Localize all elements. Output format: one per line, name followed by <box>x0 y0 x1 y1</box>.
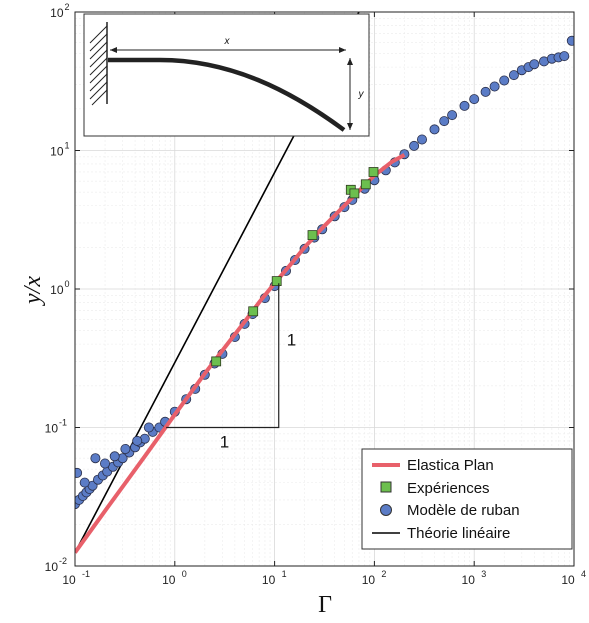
y-tick-label: 10 <box>50 6 64 20</box>
x-tick-label: 10 <box>462 573 476 587</box>
experiment-point <box>360 179 371 190</box>
x-tick-exponent: 3 <box>481 569 486 579</box>
experiment-point <box>349 188 360 199</box>
x-tick-exponent: 4 <box>581 569 586 579</box>
plot-area <box>75 12 574 554</box>
y-tick-label: 10 <box>50 283 64 297</box>
series-line-0 <box>75 153 406 554</box>
ribbon-model-point <box>416 134 427 145</box>
axis-ticks: 10 -1 10 0 10 1 10 2 10 3 10 410 -210 -110 010 110 2 <box>45 2 586 587</box>
y-tick-exponent: -2 <box>59 556 67 566</box>
ribbon-model-point <box>469 94 480 105</box>
slope-label-horizontal: 1 <box>220 433 229 452</box>
y-tick-label: 10 <box>45 422 59 436</box>
x-tick-exponent: 1 <box>282 569 287 579</box>
experiment-point <box>307 230 318 241</box>
y-tick-exponent: 1 <box>65 141 70 151</box>
experiment-point <box>248 306 259 317</box>
experiment-point <box>368 167 379 177</box>
x-tick-exponent: 2 <box>381 569 386 579</box>
legend: Elastica Plan Expériences Modèle de ruba… <box>361 448 573 550</box>
ribbon-model-point <box>447 110 458 121</box>
ribbon-model-point <box>120 443 131 454</box>
legend-label-ruban: Modèle de ruban <box>407 502 520 519</box>
inset-diagram: x y <box>83 13 370 137</box>
beam-curve <box>108 57 346 132</box>
ribbon-model-point <box>79 477 90 488</box>
ribbon-model-point <box>508 70 519 81</box>
legend-label-experiences: Expériences <box>407 480 490 497</box>
ribbon-model-point <box>143 422 154 433</box>
x-tick-label: 10 <box>62 573 76 587</box>
slope-triangle-legs <box>166 283 280 429</box>
ribbon-model-point <box>559 51 570 62</box>
x-axis-label: Γ <box>318 592 332 618</box>
x-dimension-arrow <box>110 47 346 53</box>
ribbon-model-point <box>75 467 83 478</box>
ribbon-model-point <box>489 81 500 92</box>
x-tick-label: 10 <box>162 573 176 587</box>
y-axis-label: y/x <box>20 276 46 306</box>
y-tick-exponent: 2 <box>65 2 70 12</box>
experiment-point <box>211 356 222 367</box>
legend-swatch-ruban <box>380 504 392 516</box>
ribbon-model-point <box>499 75 510 86</box>
y-tick-label: 10 <box>50 145 64 159</box>
legend-label-lineaire: Théorie linéaire <box>407 525 510 542</box>
y-tick-exponent: 0 <box>65 279 70 289</box>
x-tick-exponent: 0 <box>182 569 187 579</box>
x-tick-label: 10 <box>561 573 575 587</box>
ribbon-model-point <box>409 140 420 151</box>
y-dimension-arrow <box>347 58 353 130</box>
y-tick-label: 10 <box>45 560 59 574</box>
inset-x-label: x <box>224 36 231 47</box>
inset-y-label: y <box>358 89 365 100</box>
x-tick-label: 10 <box>262 573 276 587</box>
y-tick-exponent: -1 <box>59 418 67 428</box>
x-tick-exponent: -1 <box>82 569 90 579</box>
slope-label-vertical: 1 <box>287 330 296 349</box>
ribbon-model-point <box>90 453 101 464</box>
ribbon-model-point <box>566 35 574 46</box>
slope-triangle <box>166 283 280 429</box>
ribbon-model-point <box>439 116 450 127</box>
ribbon-model-point <box>480 86 491 97</box>
ribbon-model-point <box>109 451 120 462</box>
wall-icon <box>89 22 108 106</box>
experiment-point <box>271 276 282 287</box>
ribbon-model-point <box>100 458 111 469</box>
ribbon-model-point <box>529 59 540 70</box>
ribbon-model-point <box>459 100 470 111</box>
legend-swatch-experiences <box>380 481 392 493</box>
ribbon-model-point <box>132 435 143 446</box>
x-tick-label: 10 <box>362 573 376 587</box>
legend-label-elastica: Elastica Plan <box>407 457 494 474</box>
ribbon-model-point <box>429 124 440 135</box>
